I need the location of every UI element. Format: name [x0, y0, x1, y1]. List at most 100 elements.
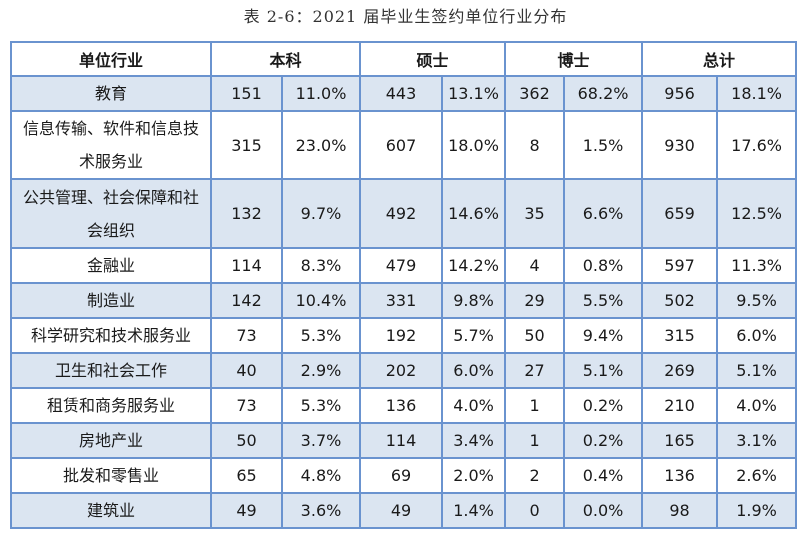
bachelor-count-cell: 151: [210, 75, 283, 112]
master-count-cell: 607: [359, 110, 444, 180]
table-row: 教育 151 11.0% 443 13.1% 362 68.2% 956 18.1%: [10, 75, 798, 112]
doctor-percent-cell: 0.2%: [563, 422, 644, 459]
bachelor-count-cell: 40: [210, 352, 283, 389]
master-count-cell: 136: [359, 387, 444, 424]
doctor-count-cell: 50: [504, 317, 566, 354]
master-count-cell: 492: [359, 178, 444, 249]
table-caption: 表 2-6：2021 届毕业生签约单位行业分布: [243, 7, 568, 26]
table-row: 批发和零售业 65 4.8% 69 2.0% 2 0.4% 136 2.6%: [10, 457, 798, 494]
industry-cell: 科学研究和技术服务业: [10, 317, 212, 354]
header-industry: 单位行业: [10, 41, 212, 77]
total-percent-cell: 3.1%: [716, 422, 798, 459]
master-count-cell: 69: [359, 457, 444, 494]
header-total: 总计: [641, 41, 798, 77]
total-percent-cell: 5.1%: [716, 352, 798, 389]
master-count-cell: 192: [359, 317, 444, 354]
doctor-percent-cell: 6.6%: [563, 178, 644, 249]
master-percent-cell: 13.1%: [441, 75, 507, 112]
bachelor-percent-cell: 9.7%: [280, 178, 362, 249]
bachelor-percent-cell: 23.0%: [280, 110, 362, 180]
industry-cell: 批发和零售业: [10, 457, 212, 494]
doctor-count-cell: 2: [504, 457, 566, 494]
bachelor-percent-cell: 5.3%: [280, 317, 362, 354]
table-row: 卫生和社会工作 40 2.9% 202 6.0% 27 5.1% 269 5.1%: [10, 352, 798, 389]
master-percent-cell: 6.0%: [441, 352, 507, 389]
bachelor-percent-cell: 11.0%: [280, 75, 362, 112]
doctor-percent-cell: 9.4%: [563, 317, 644, 354]
master-count-cell: 49: [359, 492, 444, 529]
table-row: 建筑业 49 3.6% 49 1.4% 0 0.0% 98 1.9%: [10, 492, 798, 529]
total-count-cell: 269: [641, 352, 719, 389]
master-percent-cell: 9.8%: [441, 282, 507, 319]
total-count-cell: 165: [641, 422, 719, 459]
bachelor-percent-cell: 3.7%: [280, 422, 362, 459]
industry-cell: 制造业: [10, 282, 212, 319]
table-row: 公共管理、社会保障和社会组织 132 9.7% 492 14.6% 35 6.6% 659 12…: [10, 178, 798, 249]
total-count-cell: 597: [641, 247, 719, 284]
doctor-percent-cell: 0.8%: [563, 247, 644, 284]
table-row: 信息传输、软件和信息技术服务业 315 23.0% 607 18.0% 8 1.5% 930 1…: [10, 110, 798, 180]
doctor-percent-cell: 68.2%: [563, 75, 644, 112]
table-row: 科学研究和技术服务业 73 5.3% 192 5.7% 50 9.4% 315 6.0%: [10, 317, 798, 354]
table-row: 制造业 142 10.4% 331 9.8% 29 5.5% 502 9.5%: [10, 282, 798, 319]
bachelor-percent-cell: 8.3%: [280, 247, 362, 284]
total-count-cell: 210: [641, 387, 719, 424]
doctor-count-cell: 29: [504, 282, 566, 319]
total-count-cell: 315: [641, 317, 719, 354]
doctor-count-cell: 1: [504, 387, 566, 424]
master-count-cell: 331: [359, 282, 444, 319]
total-count-cell: 930: [641, 110, 719, 180]
doctor-percent-cell: 5.1%: [563, 352, 644, 389]
total-percent-cell: 4.0%: [716, 387, 798, 424]
master-percent-cell: 2.0%: [441, 457, 507, 494]
industry-cell: 教育: [10, 75, 212, 112]
total-percent-cell: 11.3%: [716, 247, 798, 284]
doctor-count-cell: 362: [504, 75, 566, 112]
total-percent-cell: 1.9%: [716, 492, 798, 529]
industry-cell: 租赁和商务服务业: [10, 387, 212, 424]
total-percent-cell: 12.5%: [716, 178, 798, 249]
bachelor-percent-cell: 5.3%: [280, 387, 362, 424]
table-row: 房地产业 50 3.7% 114 3.4% 1 0.2% 165 3.1%: [10, 422, 798, 459]
industry-cell: 公共管理、社会保障和社会组织: [10, 178, 212, 249]
industry-cell: 卫生和社会工作: [10, 352, 212, 389]
doctor-count-cell: 8: [504, 110, 566, 180]
master-count-cell: 443: [359, 75, 444, 112]
total-count-cell: 136: [641, 457, 719, 494]
industry-distribution-table: 单位行业 本科 硕士 博士 总计 教育 151 11.0% 443 13.1% 362 68…: [10, 41, 798, 529]
bachelor-count-cell: 114: [210, 247, 283, 284]
header-master: 硕士: [359, 41, 507, 77]
master-count-cell: 114: [359, 422, 444, 459]
total-count-cell: 956: [641, 75, 719, 112]
bachelor-count-cell: 142: [210, 282, 283, 319]
master-count-cell: 202: [359, 352, 444, 389]
header-row: 单位行业 本科 硕士 博士 总计: [10, 41, 798, 77]
total-count-cell: 502: [641, 282, 719, 319]
master-percent-cell: 18.0%: [441, 110, 507, 180]
master-percent-cell: 4.0%: [441, 387, 507, 424]
doctor-count-cell: 0: [504, 492, 566, 529]
industry-cell: 信息传输、软件和信息技术服务业: [10, 110, 212, 180]
header-bachelor: 本科: [209, 41, 362, 77]
doctor-percent-cell: 0.4%: [563, 457, 644, 494]
master-count-cell: 479: [359, 247, 444, 284]
master-percent-cell: 3.4%: [441, 422, 507, 459]
master-percent-cell: 14.6%: [441, 178, 507, 249]
master-percent-cell: 1.4%: [441, 492, 507, 529]
doctor-count-cell: 35: [504, 178, 566, 249]
doctor-count-cell: 27: [504, 352, 566, 389]
bachelor-count-cell: 315: [210, 110, 283, 180]
bachelor-count-cell: 132: [210, 178, 283, 249]
total-percent-cell: 18.1%: [716, 75, 798, 112]
industry-cell: 金融业: [10, 247, 212, 284]
master-percent-cell: 5.7%: [441, 317, 507, 354]
table-row: 租赁和商务服务业 73 5.3% 136 4.0% 1 0.2% 210 4.0%: [10, 387, 798, 424]
bachelor-percent-cell: 3.6%: [280, 492, 362, 529]
industry-cell: 建筑业: [10, 492, 212, 529]
doctor-count-cell: 1: [504, 422, 566, 459]
bachelor-percent-cell: 10.4%: [280, 282, 362, 319]
total-count-cell: 98: [641, 492, 719, 529]
bachelor-count-cell: 65: [210, 457, 283, 494]
total-percent-cell: 6.0%: [716, 317, 798, 354]
doctor-percent-cell: 0.0%: [563, 492, 644, 529]
